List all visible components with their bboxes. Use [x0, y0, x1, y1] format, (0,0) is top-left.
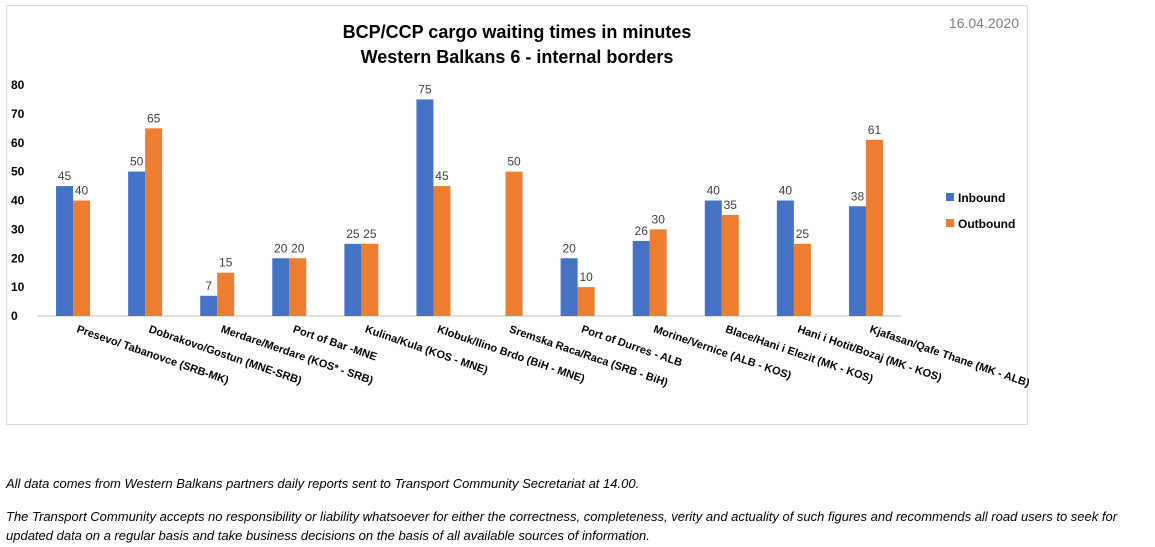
bar-outbound — [649, 229, 667, 316]
y-tick-label: 70 — [11, 107, 25, 121]
bar-outbound — [433, 186, 451, 316]
bar-inbound — [776, 200, 794, 316]
legend-label-outbound: Outbound — [958, 217, 1015, 231]
bar-inbound — [344, 243, 362, 316]
bar-value-label: 10 — [579, 270, 593, 284]
bar-inbound — [704, 200, 722, 316]
bar-value-label: 7 — [205, 279, 212, 293]
bar-value-label: 40 — [779, 184, 793, 198]
bar-outbound — [505, 171, 523, 316]
bar-inbound — [56, 186, 74, 316]
chart-title-line-1: BCP/CCP cargo waiting times in minutes — [343, 22, 692, 42]
x-category-label: Kulina/Kula (KOS - MNE) — [363, 323, 489, 376]
bar-outbound — [721, 214, 739, 316]
bar-value-label: 25 — [363, 227, 377, 241]
bar-inbound — [848, 206, 866, 316]
bar-outbound — [793, 243, 811, 316]
bar-value-label: 65 — [147, 111, 161, 125]
bar-outbound — [73, 200, 91, 316]
y-tick-label: 60 — [11, 136, 25, 150]
data-source-note: All data comes from Western Balkans part… — [6, 476, 640, 491]
bar-value-label: 50 — [507, 155, 521, 169]
bar-value-label: 38 — [851, 189, 865, 203]
bar-value-label: 40 — [707, 184, 721, 198]
bar-value-label: 25 — [796, 227, 810, 241]
bar-value-label: 61 — [868, 123, 882, 137]
disclaimer-note: The Transport Community accepts no respo… — [6, 509, 1118, 543]
legend-swatch-outbound — [946, 219, 954, 227]
bar-outbound — [865, 139, 883, 316]
legend-label-inbound: Inbound — [958, 191, 1005, 205]
y-tick-label: 30 — [11, 222, 25, 236]
bar-inbound — [200, 295, 218, 316]
bar-inbound — [272, 258, 290, 316]
bar-value-label: 26 — [635, 224, 649, 238]
chart-area: BCP/CCP cargo waiting times in minutes We… — [6, 5, 1029, 425]
bar-value-label: 40 — [75, 184, 89, 198]
bar-value-label: 20 — [274, 241, 288, 255]
bar-value-label: 35 — [724, 198, 738, 212]
x-category-label: Morine/Vernice (ALB - KOS) — [652, 323, 793, 382]
y-tick-label: 80 — [11, 78, 25, 92]
bar-value-label: 50 — [130, 155, 144, 169]
bar-value-label: 30 — [652, 212, 666, 226]
bar-value-label: 45 — [435, 169, 449, 183]
y-tick-label: 10 — [11, 280, 25, 294]
bar-value-label: 25 — [346, 227, 360, 241]
chart-title-line-2: Western Balkans 6 - internal borders — [361, 47, 674, 67]
bar-inbound — [128, 171, 146, 316]
legend-swatch-inbound — [946, 193, 954, 201]
chart-date: 16.04.2020 — [949, 15, 1019, 31]
bar-outbound — [217, 272, 235, 316]
y-tick-label: 20 — [11, 251, 25, 265]
y-tick-label: 0 — [11, 309, 18, 323]
bar-outbound — [289, 258, 307, 316]
bar-inbound — [632, 240, 650, 316]
bar-chart: BCP/CCP cargo waiting times in minutes We… — [11, 15, 1029, 390]
bar-value-label: 20 — [562, 241, 576, 255]
bar-value-label: 45 — [58, 169, 72, 183]
bar-outbound — [145, 128, 163, 316]
y-tick-label: 40 — [11, 194, 25, 208]
y-tick-label: 50 — [11, 165, 25, 179]
bar-value-label: 75 — [418, 82, 432, 96]
bar-outbound — [577, 287, 595, 316]
bar-inbound — [416, 99, 434, 316]
bar-value-label: 15 — [219, 256, 233, 270]
bar-value-label: 20 — [291, 241, 305, 255]
bar-outbound — [361, 243, 379, 316]
bar-inbound — [560, 258, 578, 316]
